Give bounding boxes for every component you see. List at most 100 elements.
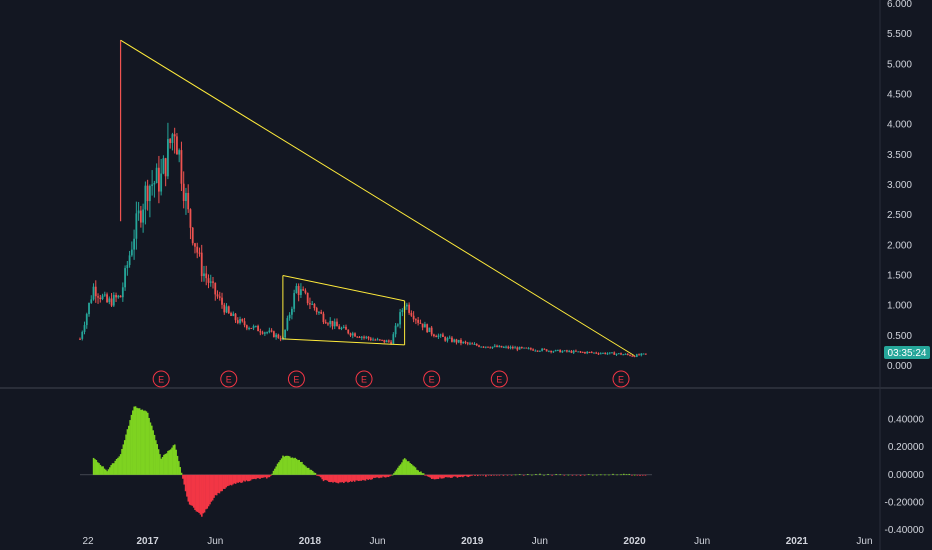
earnings-marker[interactable]: E [355, 370, 373, 388]
oscillator-bar [217, 474, 219, 493]
oscillator-bar [256, 474, 259, 479]
oscillator-bar [253, 474, 256, 479]
candle-body [543, 348, 546, 350]
candle-body [297, 286, 300, 295]
oscillator-bar [387, 474, 390, 478]
earnings-marker-ring [287, 370, 305, 388]
candle-body [279, 338, 282, 340]
oscillator-bar [390, 474, 392, 476]
candle-body [538, 350, 541, 352]
candle-body [478, 345, 480, 347]
earnings-marker[interactable]: E [287, 370, 305, 388]
oscillator-bar [470, 474, 472, 476]
candle-body [608, 352, 611, 354]
oscillator-bar [417, 470, 420, 475]
oscillator-bar [279, 460, 282, 475]
oscillator-bar [348, 474, 351, 483]
oscillator-bar [260, 474, 263, 478]
candle-body [304, 290, 307, 293]
earnings-marker[interactable]: E [612, 370, 630, 388]
candle-body [94, 286, 97, 297]
candle-body [272, 331, 275, 338]
earnings-marker[interactable]: E [152, 370, 170, 388]
oscillator-bar [252, 474, 255, 480]
candle-body [225, 306, 228, 313]
oscillator-bar [232, 474, 234, 485]
oscillator-bar [152, 430, 154, 475]
candle-body [263, 332, 266, 334]
oscillator-bar [298, 459, 301, 475]
candle-body [642, 353, 645, 355]
candle-body [532, 349, 535, 351]
earnings-marker[interactable]: E [423, 370, 441, 388]
oscillator-bar [462, 474, 464, 478]
price-tick-label: 4.000 [887, 120, 912, 131]
candle-body [423, 324, 426, 328]
oscillator-bar [148, 417, 150, 475]
oscillator-bar [449, 474, 452, 478]
oscillator-bar [275, 466, 278, 475]
oscillator-bar [380, 474, 383, 478]
oscillator-bar [471, 474, 474, 476]
oscillator-bar [375, 474, 378, 478]
oscillator-bar [468, 474, 471, 477]
oscillator-bar [343, 474, 345, 484]
candle-body [453, 339, 456, 342]
candle-body [83, 325, 86, 332]
oscillator-bar [238, 474, 241, 482]
candle-body [638, 354, 640, 356]
oscillator-bar [458, 474, 460, 477]
oscillator-bar [378, 474, 380, 479]
oscillator-bar [410, 464, 413, 475]
candle-body [318, 312, 320, 314]
candle-body [401, 310, 404, 313]
candle-body [399, 312, 402, 325]
oscillator-pane[interactable] [80, 406, 652, 517]
candle-body [372, 339, 374, 341]
candle-body [349, 333, 352, 336]
candle-body [507, 346, 510, 349]
oscillator-bar [424, 474, 426, 476]
price-pane[interactable] [79, 39, 647, 358]
candle-body [205, 273, 208, 279]
candle-body [99, 297, 102, 300]
oscillator-bar [219, 474, 222, 492]
oscillator-bar [96, 462, 99, 475]
oscillator-bar [307, 467, 310, 475]
oscillator-bar [467, 474, 470, 478]
candle-body [356, 336, 359, 338]
price-axis[interactable]: 0.000 0.500 1.000 1.500 2.000 2.500 3.000 3.500… [887, 0, 912, 372]
oscillator-bar [506, 474, 509, 476]
oscillator-bar [460, 474, 463, 477]
earnings-marker-label: E [293, 375, 299, 385]
oscillator-bar [332, 474, 334, 483]
candle-body [277, 334, 280, 339]
candle-body [426, 324, 429, 333]
candle-body [81, 331, 84, 339]
oscillator-bar [225, 474, 227, 488]
oscillator-bar [287, 455, 290, 475]
oscillator-bar [321, 474, 324, 480]
oscillator-bar [547, 473, 549, 475]
oscillator-bar [357, 474, 360, 482]
oscillator-bar [639, 474, 641, 476]
earnings-marker[interactable]: E [220, 370, 238, 388]
oscillator-bar [445, 474, 448, 478]
price-badge: 03:35:24 [888, 348, 927, 359]
oscillator-bar [382, 474, 384, 477]
time-axis[interactable]: 22 2017 Jun 2018 Jun 2019 Jun 2020 Jun 2021 Jun [82, 536, 872, 547]
candle-body [218, 296, 221, 298]
time-tick-label: Jun [369, 536, 385, 547]
earnings-marker[interactable]: E [490, 370, 508, 388]
oscillator-bar [221, 474, 223, 492]
oscillator-bar [636, 474, 639, 476]
oscillator-axis[interactable]: 0.40000 0.20000 0.00000 -0.20000 -0.40000 [885, 415, 925, 536]
oscillator-bar [192, 474, 195, 508]
candle-body [153, 183, 156, 185]
candle-body [360, 336, 363, 338]
oscillator-bar [142, 410, 145, 475]
oscillator-bar [301, 461, 303, 475]
candle-body [167, 139, 169, 177]
